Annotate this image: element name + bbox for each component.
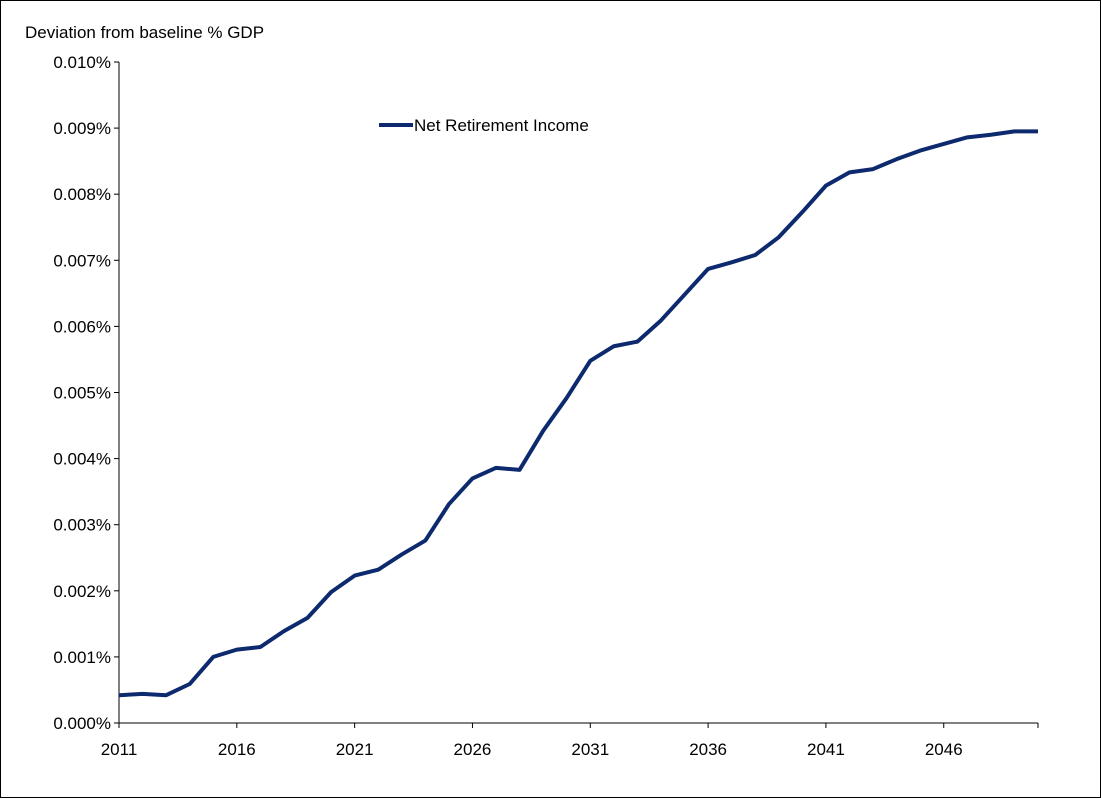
x-axis-ticks: 2011 2016 2021 2026 2031 2036 2041 2046 <box>101 723 1039 759</box>
x-tick-label: 2011 <box>101 740 138 759</box>
legend: Net Retirement Income <box>379 116 589 135</box>
y-tick-label: 0.004% <box>53 450 111 469</box>
y-tick-label: 0.009% <box>53 119 111 138</box>
series-line-net-retirement-income <box>118 129 1038 698</box>
y-tick-label: 0.002% <box>53 582 111 601</box>
x-tick-label: 2016 <box>218 740 256 759</box>
y-tick-label: 0.006% <box>53 317 111 336</box>
y-tick-label: 0.000% <box>53 714 111 733</box>
y-tick-label: 0.003% <box>53 516 111 535</box>
y-tick-label: 0.008% <box>53 185 111 204</box>
x-tick-label: 2031 <box>571 740 609 759</box>
series-layer <box>118 129 1038 698</box>
y-tick-label: 0.005% <box>53 384 111 403</box>
x-tick-label: 2041 <box>807 740 845 759</box>
x-tick-label: 2026 <box>454 740 492 759</box>
y-tick-label: 0.007% <box>53 251 111 270</box>
x-tick-label: 2036 <box>689 740 727 759</box>
y-tick-label: 0.010% <box>53 53 111 72</box>
x-tick-label: 2046 <box>925 740 963 759</box>
y-axis-title: Deviation from baseline % GDP <box>25 23 264 42</box>
legend-label-net-retirement-income: Net Retirement Income <box>414 116 589 135</box>
y-axis-ticks: 0.000% 0.001% 0.002% 0.003% 0.004% 0.005% 0.00… <box>53 53 119 733</box>
x-tick-label: 2021 <box>336 740 374 759</box>
y-tick-label: 0.001% <box>53 648 111 667</box>
